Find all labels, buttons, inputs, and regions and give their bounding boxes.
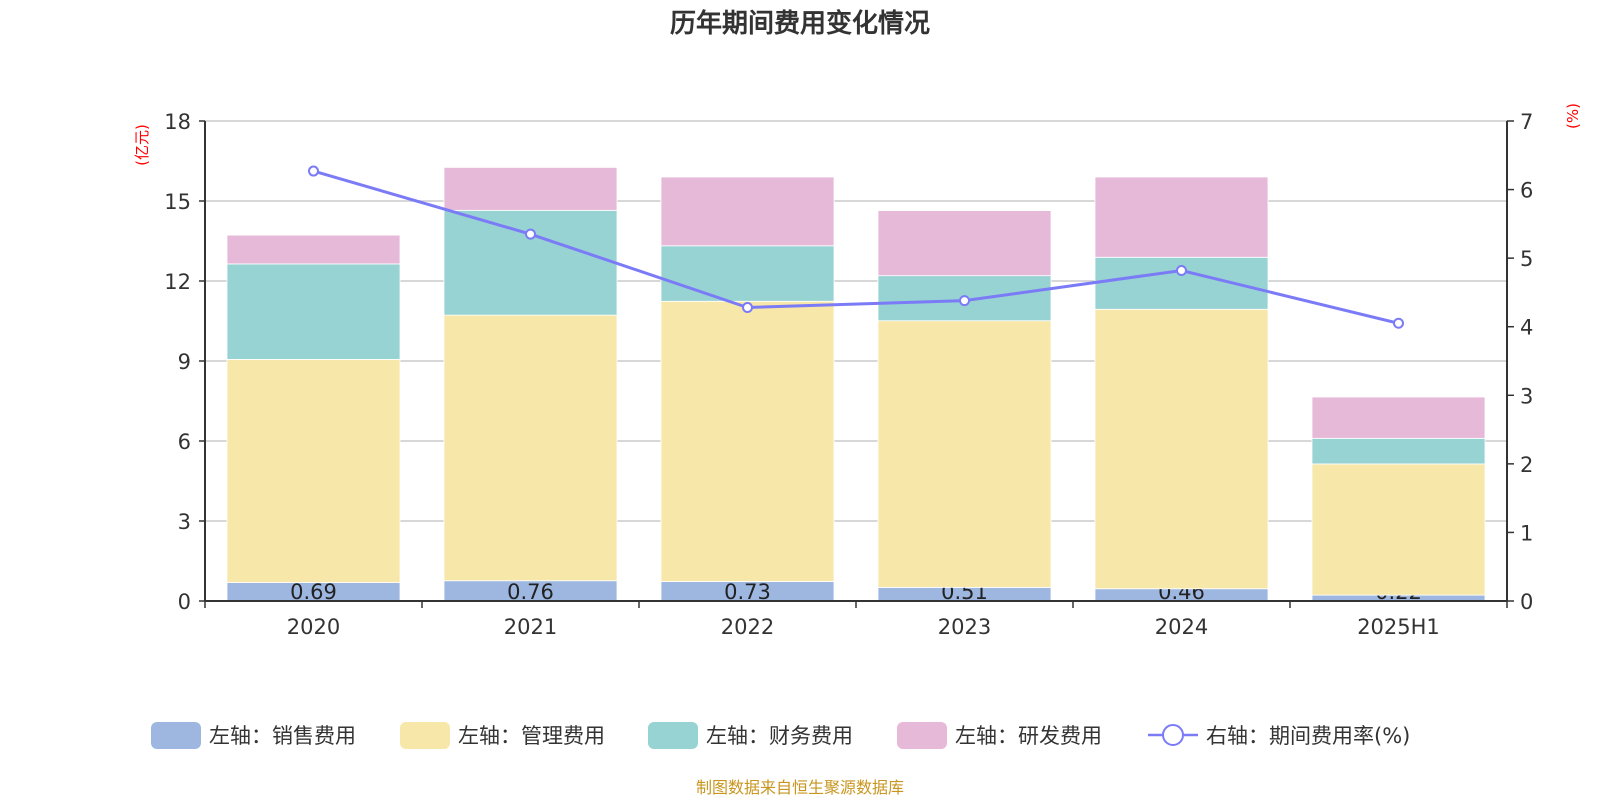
bar-segment xyxy=(1311,463,1486,596)
rate-point xyxy=(1393,317,1404,329)
bar-segment xyxy=(660,245,835,302)
rate-point xyxy=(525,228,536,240)
rate-line xyxy=(313,169,1399,325)
rate-point xyxy=(1176,264,1187,276)
footer-source: 制图数据来自恒生聚源数据库 xyxy=(696,778,904,797)
x-tick-label: 2023 xyxy=(938,615,991,639)
x-tick-label: 2021 xyxy=(504,615,557,639)
rate-point xyxy=(308,165,319,177)
chart-title: 历年期间费用变化情况 xyxy=(670,8,930,39)
bar-segment xyxy=(443,166,618,211)
bar-segment xyxy=(1094,176,1269,258)
x-tick-label: 2020 xyxy=(287,615,340,639)
right-tick-label: 0 xyxy=(1520,590,1533,614)
right-tick-label: 1 xyxy=(1520,521,1533,545)
legend-label: 左轴：销售费用 xyxy=(209,724,356,748)
x-tick-label: 2022 xyxy=(721,615,774,639)
bar-segment xyxy=(877,210,1052,277)
left-tick-label: 0 xyxy=(178,590,191,614)
left-tick-label: 12 xyxy=(164,270,191,294)
bar-segment xyxy=(877,320,1052,588)
left-tick-label: 9 xyxy=(178,350,191,374)
legend-label: 左轴：管理费用 xyxy=(458,724,605,748)
bar-segment xyxy=(1094,308,1269,590)
right-tick-label: 3 xyxy=(1520,384,1533,408)
left-tick-label: 6 xyxy=(178,430,191,454)
legend-swatch xyxy=(648,722,698,749)
bar-segment xyxy=(443,209,618,316)
legend-label: 左轴：财务费用 xyxy=(706,724,853,748)
left-tick-label: 3 xyxy=(178,510,191,534)
rate-point xyxy=(959,295,970,307)
bar-segment xyxy=(226,358,401,583)
legend-label: 右轴：期间费用率(%) xyxy=(1206,724,1410,748)
legend-swatch xyxy=(897,722,947,749)
legend-swatch xyxy=(400,722,450,749)
right-tick-label: 2 xyxy=(1520,453,1533,477)
right-tick-label: 6 xyxy=(1520,179,1533,203)
legend-label: 左轴：研发费用 xyxy=(955,724,1102,748)
right-tick-label: 4 xyxy=(1520,316,1533,340)
left-axis-label: (亿元) xyxy=(133,124,151,166)
x-tick-label: 2024 xyxy=(1155,615,1208,639)
legend-swatch xyxy=(151,722,201,749)
right-axis-label: (%) xyxy=(1564,103,1582,129)
legend-marker xyxy=(1162,724,1184,746)
bar-segment xyxy=(226,263,401,360)
bar-segment xyxy=(226,234,401,265)
left-tick-label: 15 xyxy=(164,190,191,214)
bar-segment xyxy=(1311,396,1486,439)
bar-segment xyxy=(443,314,618,582)
right-tick-label: 7 xyxy=(1520,110,1533,134)
right-tick-label: 5 xyxy=(1520,247,1533,271)
bar-segment xyxy=(1311,437,1486,465)
bar-segment xyxy=(660,176,835,247)
left-tick-label: 18 xyxy=(164,110,191,134)
x-tick-label: 2025H1 xyxy=(1357,615,1440,639)
rate-point xyxy=(742,302,753,314)
bar-segment xyxy=(660,300,835,582)
